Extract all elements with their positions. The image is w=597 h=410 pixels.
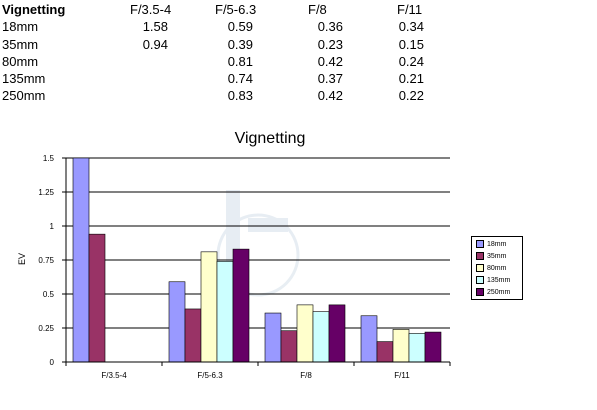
y-tick-label: 0.5: [43, 290, 55, 299]
table-cell: 0.59: [227, 19, 253, 34]
y-tick-label: 1.25: [38, 188, 54, 197]
table-cell: 0.21: [398, 71, 424, 86]
table-cell: 0.42: [317, 54, 343, 69]
chart-title: Vignetting: [235, 130, 306, 147]
table-cell: 0.34: [398, 19, 424, 34]
x-tick-label: F/8: [300, 371, 312, 380]
y-tick-label: 0: [50, 358, 55, 367]
legend-item: 250mm: [476, 287, 510, 297]
legend-item: 35mm: [476, 251, 506, 261]
legend-swatch: [476, 251, 484, 260]
bar: [184, 308, 202, 363]
table-cell: 1.58: [142, 19, 168, 34]
col-header: F/8: [308, 2, 327, 17]
table-cell: 0.36: [317, 19, 343, 34]
bar: [200, 251, 218, 363]
y-tick-label: 1.5: [43, 154, 55, 163]
bar: [88, 233, 106, 363]
bars: [72, 157, 442, 363]
row-label: 135mm: [2, 71, 46, 86]
bar: [392, 329, 410, 363]
x-tick-label: F/5-6.3: [197, 371, 223, 380]
y-axis-label: EV: [17, 253, 27, 265]
bar: [328, 304, 346, 363]
table-cell: 0.37: [317, 71, 343, 86]
legend-item: 18mm: [476, 239, 506, 249]
gridlines: [66, 157, 450, 329]
x-tick-label: F/3.5-4: [101, 371, 127, 380]
row-label: 80mm: [2, 54, 39, 69]
bar: [424, 331, 442, 363]
bar: [168, 281, 186, 363]
table-cell: 0.94: [142, 37, 168, 52]
x-tick-labels: F/3.5-4 F/5-6.3 F/8 F/11: [101, 371, 410, 380]
legend-swatch: [476, 275, 484, 284]
bar: [312, 311, 330, 363]
table-cell: 0.15: [398, 37, 424, 52]
table-cell: 0.22: [398, 88, 424, 103]
bar: [408, 333, 426, 363]
bar: [296, 304, 314, 363]
legend-item: 135mm: [476, 275, 510, 285]
row-label: 250mm: [2, 88, 46, 103]
legend: 18mm 35mm 80mm 135mm 250mm: [471, 236, 523, 300]
legend-item: 80mm: [476, 263, 506, 273]
y-tick-label: 0.25: [38, 324, 54, 333]
col-header: F/3.5-4: [130, 2, 172, 17]
row-label: 18mm: [2, 19, 39, 34]
bar: [376, 341, 394, 363]
y-tick-label: 1: [50, 222, 55, 231]
table-cell: 0.23: [317, 37, 343, 52]
axes: [62, 157, 451, 366]
table-cell: 0.39: [227, 37, 253, 52]
col-header: F/11: [397, 2, 423, 17]
table-cell: 0.74: [227, 71, 253, 86]
table-cell: 0.81: [227, 54, 253, 69]
bar: [72, 157, 90, 363]
legend-swatch: [476, 287, 484, 296]
col-header: F/5-6.3: [215, 2, 257, 17]
row-label: 35mm: [2, 37, 39, 52]
table-cell: 0.24: [398, 54, 424, 69]
bar: [216, 261, 234, 363]
legend-swatch: [476, 263, 484, 272]
x-tick-label: F/11: [394, 371, 410, 380]
bar: [264, 312, 282, 363]
bar: [232, 248, 250, 363]
table-corner-label: Vignetting: [2, 2, 66, 17]
table-cell: 0.83: [227, 88, 253, 103]
y-tick-label: 0.75: [38, 256, 54, 265]
legend-swatch: [476, 239, 484, 248]
y-tick-labels: 0 0.25 0.5 0.75 1 1.25 1.5: [38, 154, 54, 367]
bar: [360, 315, 378, 363]
bar: [280, 330, 298, 363]
table-cell: 0.42: [317, 88, 343, 103]
